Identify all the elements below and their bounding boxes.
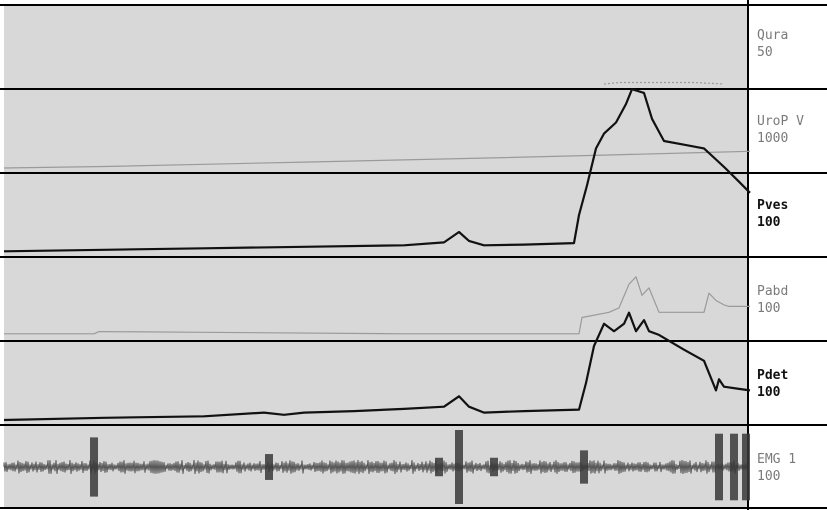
emg-burst-0	[90, 437, 98, 497]
channel-label-urop: UroP V 1000	[757, 113, 804, 147]
channel-label-emg: EMG 1 100	[757, 451, 796, 485]
channel-panel-2	[4, 173, 748, 257]
channel-scale-pabd: 100	[757, 301, 781, 316]
emg-burst-7	[730, 433, 738, 501]
channel-panel-4	[4, 341, 748, 425]
trace-pabd	[4, 276, 750, 335]
channel-label-pabd: Pabd 100	[757, 283, 788, 317]
trace-pves	[3, 88, 751, 253]
emg-burst-8	[742, 433, 750, 501]
trace-pdet	[3, 311, 751, 422]
channel-name-pves: Pves	[757, 198, 789, 213]
trace-urop-v	[3, 150, 751, 169]
emg-burst-3	[455, 430, 463, 504]
channel-name-pabd: Pabd	[757, 284, 789, 299]
channel-scale-emg: 100	[757, 469, 781, 484]
channel-scale-qura: 50	[757, 45, 773, 60]
channel-name-pdet: Pdet	[757, 368, 789, 383]
channel-panel-1	[4, 89, 748, 173]
trace-emg-1-baseline	[3, 459, 748, 475]
emg-burst-1	[265, 454, 273, 480]
channel-label-pdet: Pdet 100	[757, 367, 788, 401]
emg-burst-4	[490, 457, 498, 477]
emg-burst-2	[435, 457, 443, 477]
channel-panel-0	[4, 5, 748, 89]
channel-name-emg: EMG 1	[757, 452, 797, 467]
trace-qura	[603, 81, 725, 85]
channel-scale-pdet: 100	[757, 385, 781, 400]
channel-panel-3	[4, 257, 748, 341]
channel-label-pves: Pves 100	[757, 197, 788, 231]
channel-scale-urop: 1000	[757, 131, 789, 146]
channel-scale-pves: 100	[757, 215, 781, 230]
channel-name-qura: Qura	[757, 28, 789, 43]
emg-burst-6	[715, 433, 723, 501]
emg-burst-5	[580, 450, 588, 484]
channel-name-urop: UroP V	[757, 114, 804, 129]
channel-label-qura: Qura 50	[757, 27, 788, 61]
